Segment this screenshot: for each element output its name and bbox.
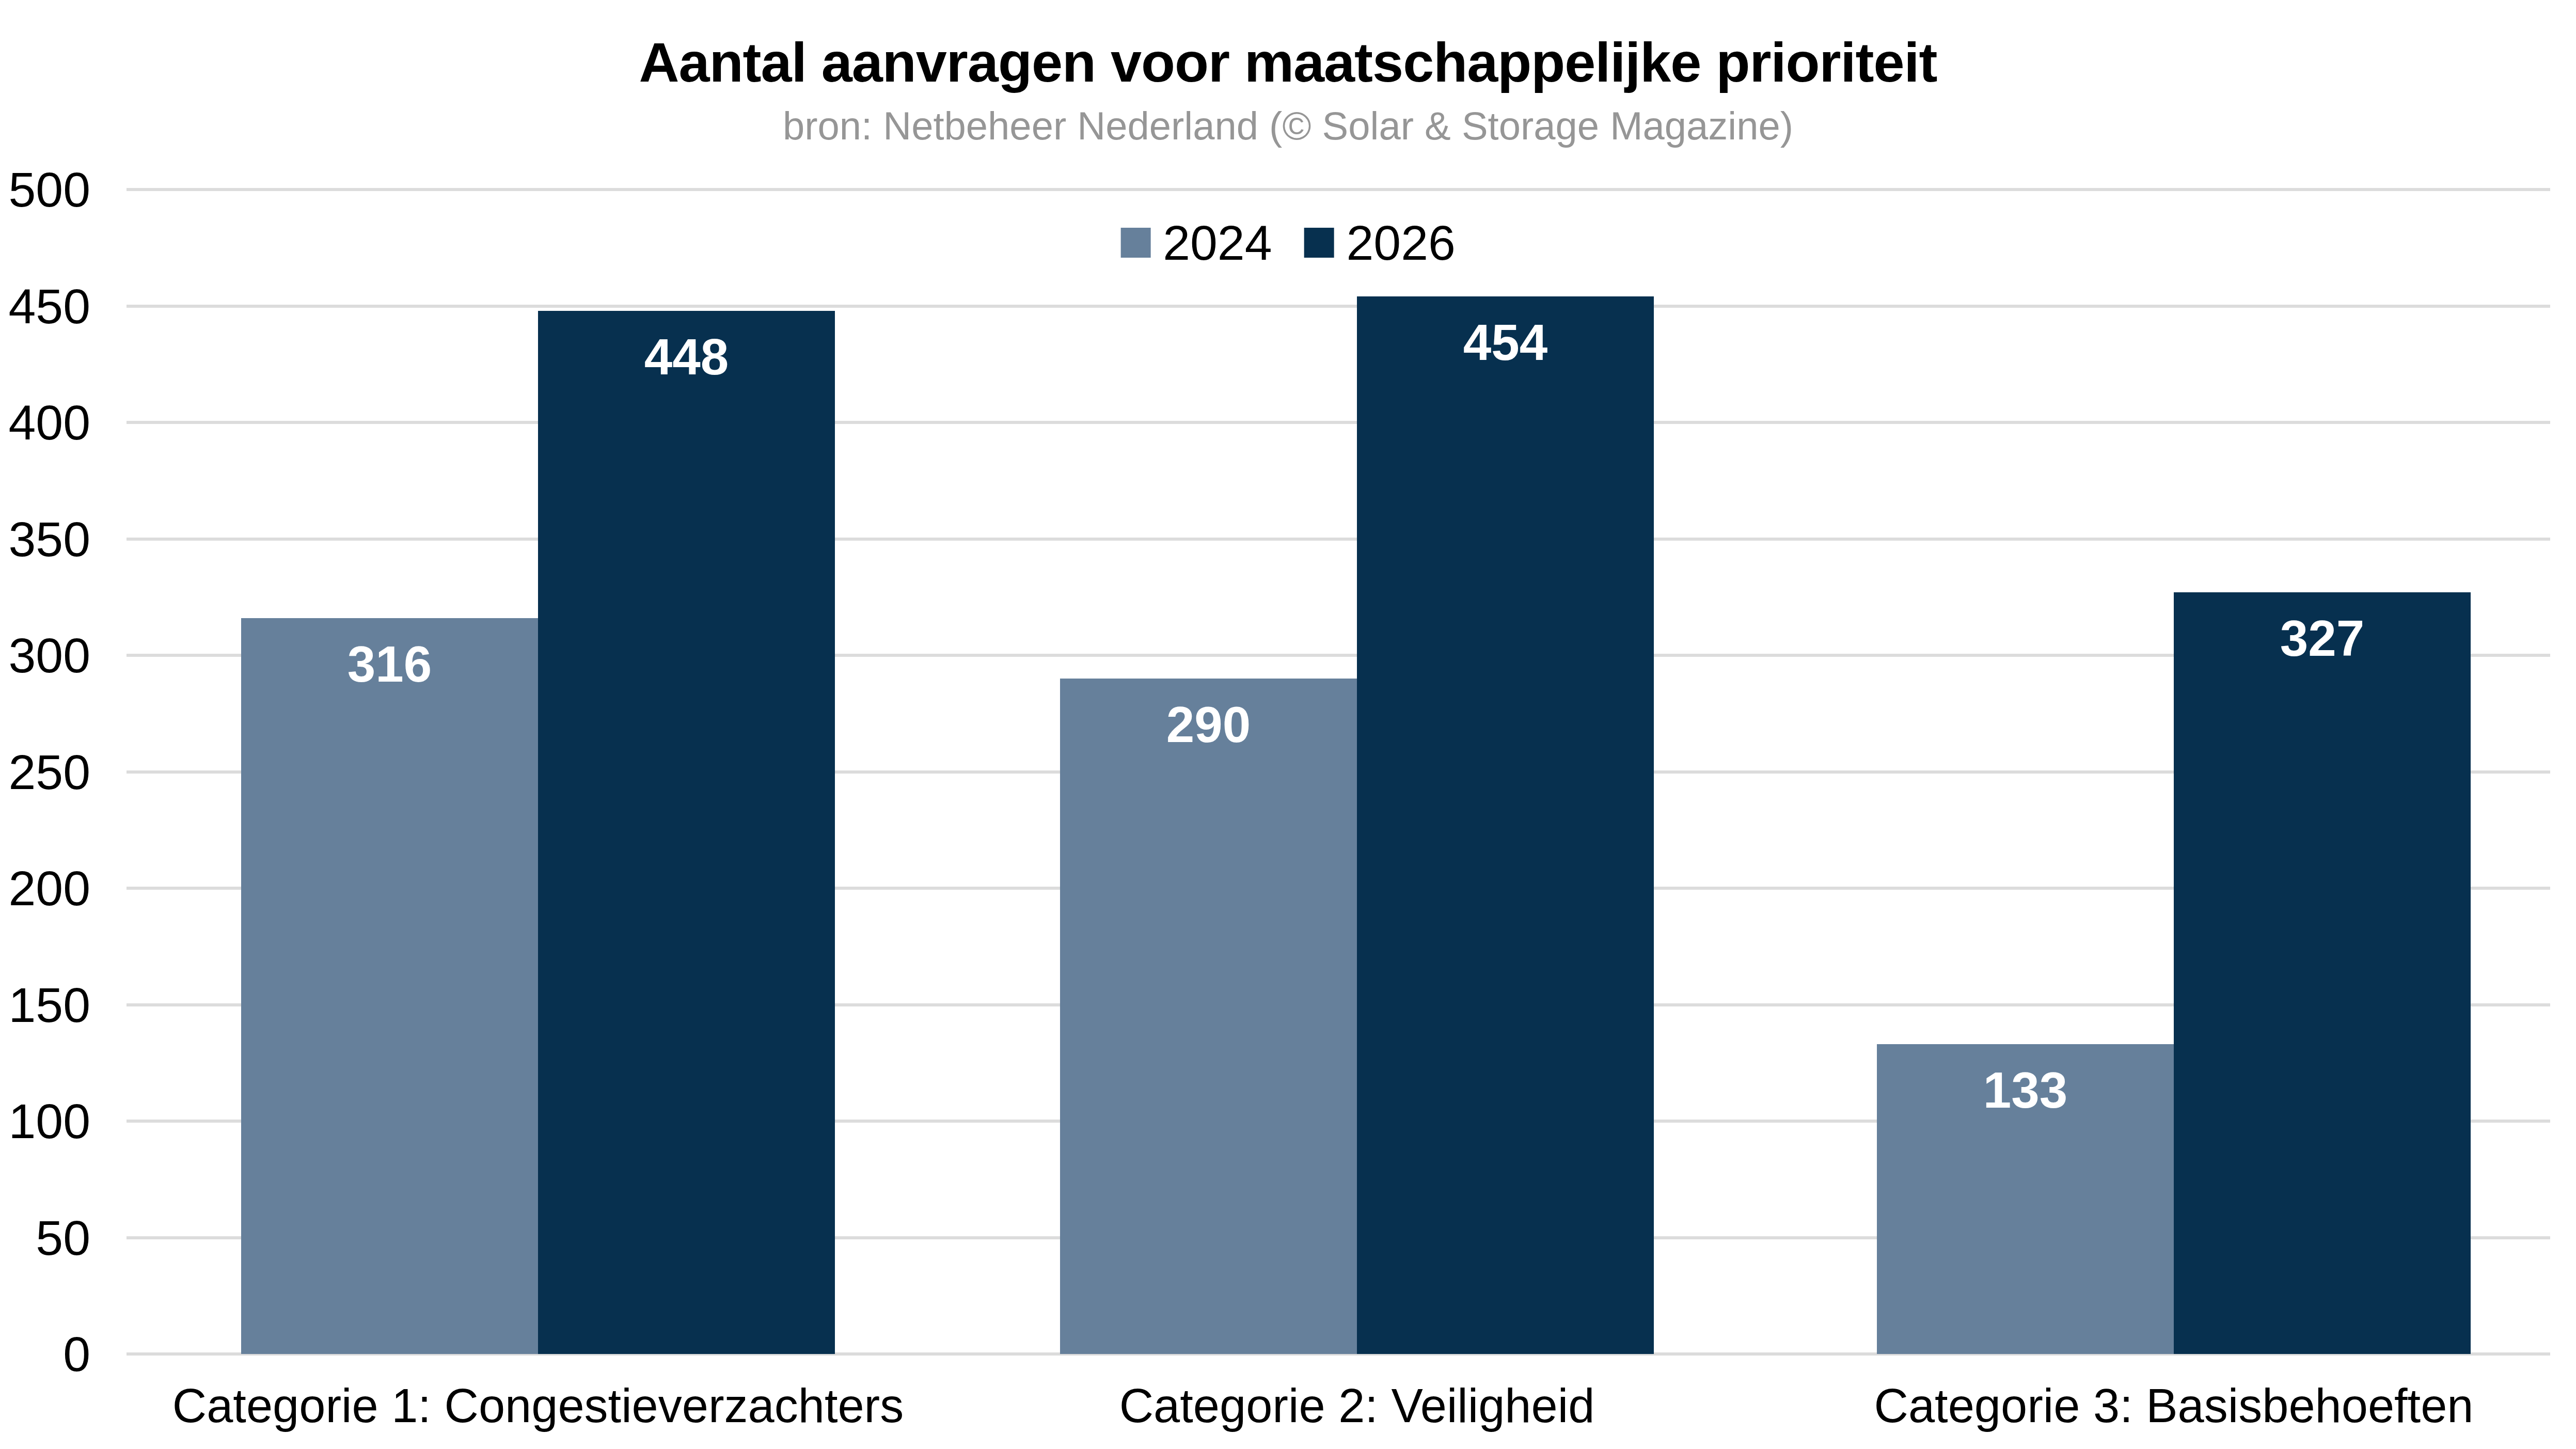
legend-entry-2026: 2026 bbox=[1304, 218, 1456, 267]
legend-swatch-2026 bbox=[1304, 228, 1334, 258]
gridline-450 bbox=[127, 305, 2550, 308]
y-tick-label-50: 50 bbox=[0, 1209, 90, 1266]
y-tick-label-450: 450 bbox=[0, 278, 90, 335]
gridline-350 bbox=[127, 538, 2550, 541]
bar-2024-group-1: 316 bbox=[241, 618, 538, 1354]
legend-label-2026: 2026 bbox=[1347, 218, 1456, 267]
chart-title: Aantal aanvragen voor maatschappelijke p… bbox=[0, 30, 2576, 94]
bar-value-label: 454 bbox=[1357, 317, 1654, 368]
category-label-3: Categorie 3: Basisbehoeften bbox=[1874, 1382, 2473, 1429]
legend-entry-2024: 2024 bbox=[1120, 218, 1272, 267]
legend-label-2024: 2024 bbox=[1163, 218, 1272, 267]
bar-2026-group-3: 327 bbox=[2174, 592, 2471, 1354]
bar-2024-group-2: 290 bbox=[1060, 679, 1357, 1354]
legend-swatch-2024 bbox=[1120, 228, 1150, 258]
y-tick-label-150: 150 bbox=[0, 976, 90, 1033]
chart-subtitle: bron: Netbeheer Nederland (© Solar & Sto… bbox=[0, 103, 2576, 148]
bar-value-label: 327 bbox=[2174, 613, 2471, 664]
y-tick-label-100: 100 bbox=[0, 1093, 90, 1149]
category-label-2: Categorie 2: Veiligheid bbox=[1119, 1382, 1595, 1429]
y-tick-label-400: 400 bbox=[0, 394, 90, 451]
y-tick-label-300: 300 bbox=[0, 627, 90, 684]
gridline-400 bbox=[127, 421, 2550, 424]
bar-2026-group-1: 448 bbox=[538, 311, 835, 1354]
bar-chart: Aantal aanvragen voor maatschappelijke p… bbox=[0, 0, 2576, 1449]
bar-value-label: 316 bbox=[241, 639, 538, 689]
y-tick-label-500: 500 bbox=[0, 161, 90, 218]
legend: 2024 2026 bbox=[1120, 214, 1456, 272]
category-label-1: Categorie 1: Congestieverzachters bbox=[172, 1382, 904, 1429]
bar-value-label: 133 bbox=[1877, 1065, 2174, 1115]
bar-value-label: 448 bbox=[538, 332, 835, 382]
bar-2026-group-2: 454 bbox=[1357, 296, 1654, 1354]
y-tick-label-200: 200 bbox=[0, 860, 90, 917]
bar-2024-group-3: 133 bbox=[1877, 1044, 2174, 1354]
gridline-500 bbox=[127, 188, 2550, 191]
y-tick-label-350: 350 bbox=[0, 511, 90, 568]
bar-value-label: 290 bbox=[1060, 699, 1357, 750]
y-tick-label-0: 0 bbox=[0, 1326, 90, 1382]
y-tick-label-250: 250 bbox=[0, 744, 90, 800]
